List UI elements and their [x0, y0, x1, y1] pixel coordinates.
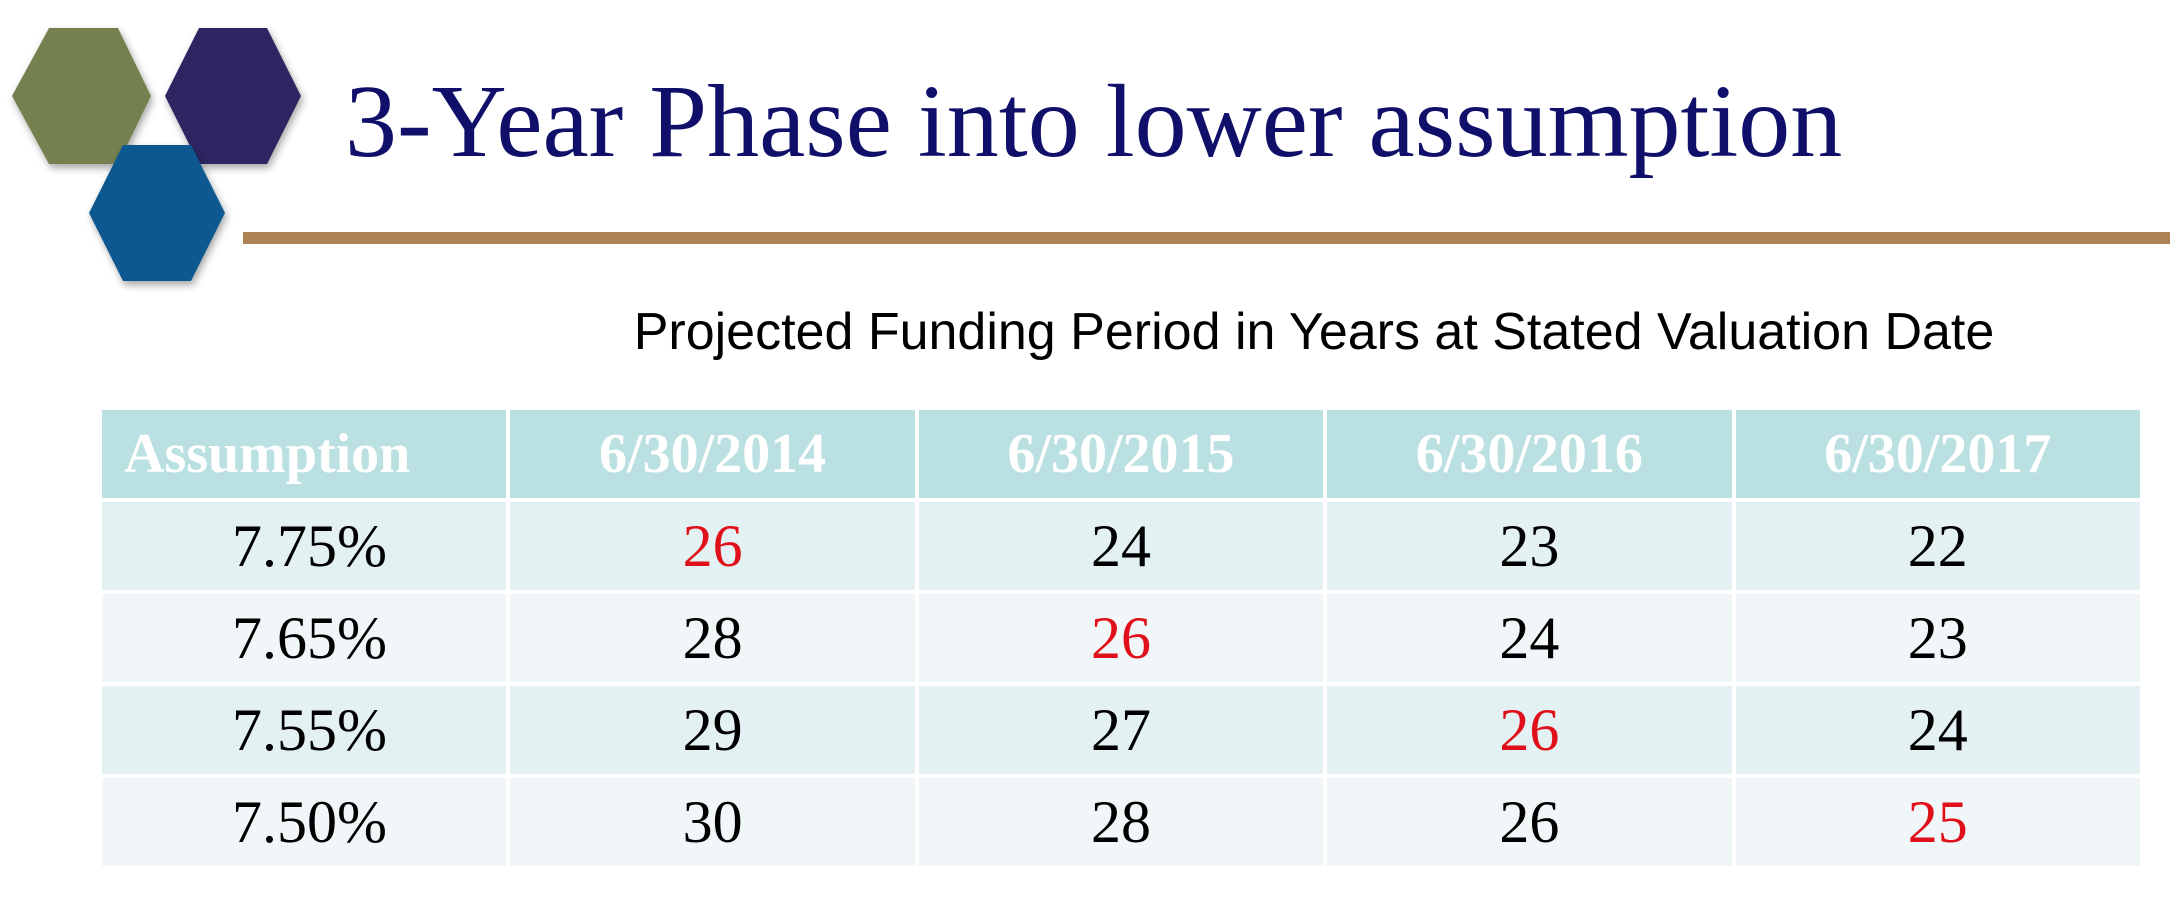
assumption-cell: 7.65%: [97, 590, 511, 686]
funding-years-cell: 26: [914, 590, 1328, 686]
assumption-cell: 7.50%: [97, 774, 511, 870]
funding-years-cell: 26: [506, 498, 919, 594]
funding-years-cell: 23: [1323, 498, 1736, 594]
funding-years-cell: 23: [1731, 590, 2145, 686]
header-row: Assumption 6/30/2014 6/30/2015 6/30/2016…: [97, 406, 2145, 502]
header-date: 6/30/2016: [1323, 406, 1736, 502]
assumption-cell: 7.55%: [97, 682, 511, 778]
title-divider: [243, 232, 2170, 244]
funding-years-cell: 25: [1731, 774, 2145, 870]
header-date: 6/30/2017: [1731, 406, 2145, 502]
funding-years-cell: 29: [506, 682, 919, 778]
funding-years-cell: 27: [914, 682, 1328, 778]
three-hexagons-logo-icon: [12, 28, 301, 281]
table-row: 7.55% 29 27 26 24: [97, 682, 2145, 778]
header-date: 6/30/2014: [506, 406, 919, 502]
table-caption: Projected Funding Period in Years at Sta…: [633, 303, 1995, 361]
green-hexagon: [12, 28, 151, 164]
table-row: 7.50% 30 28 26 25: [97, 774, 2145, 870]
purple-hexagon: [165, 28, 301, 164]
header-assumption: Assumption: [97, 406, 511, 502]
funding-years-cell: 26: [1323, 682, 1736, 778]
funding-period-table: Assumption 6/30/2014 6/30/2015 6/30/2016…: [97, 406, 2145, 870]
funding-years-cell: 28: [914, 774, 1328, 870]
funding-years-cell: 24: [914, 498, 1328, 594]
funding-years-cell: 30: [506, 774, 919, 870]
header-date: 6/30/2015: [914, 406, 1328, 502]
funding-years-cell: 22: [1731, 498, 2145, 594]
assumption-cell: 7.75%: [97, 498, 511, 594]
table-row: 7.65% 28 26 24 23: [97, 590, 2145, 686]
funding-years-cell: 26: [1323, 774, 1736, 870]
table-row: 7.75% 26 24 23 22: [97, 498, 2145, 594]
slide-title: 3-Year Phase into lower assumption: [345, 64, 1843, 179]
funding-years-cell: 24: [1731, 682, 2145, 778]
funding-years-cell: 24: [1323, 590, 1736, 686]
blue-hexagon: [89, 145, 225, 281]
funding-years-cell: 28: [506, 590, 919, 686]
